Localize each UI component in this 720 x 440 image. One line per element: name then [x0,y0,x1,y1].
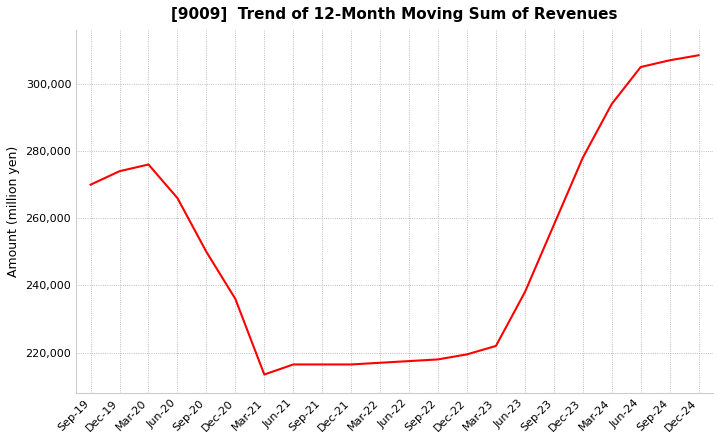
Title: [9009]  Trend of 12-Month Moving Sum of Revenues: [9009] Trend of 12-Month Moving Sum of R… [171,7,618,22]
Y-axis label: Amount (million yen): Amount (million yen) [7,146,20,277]
